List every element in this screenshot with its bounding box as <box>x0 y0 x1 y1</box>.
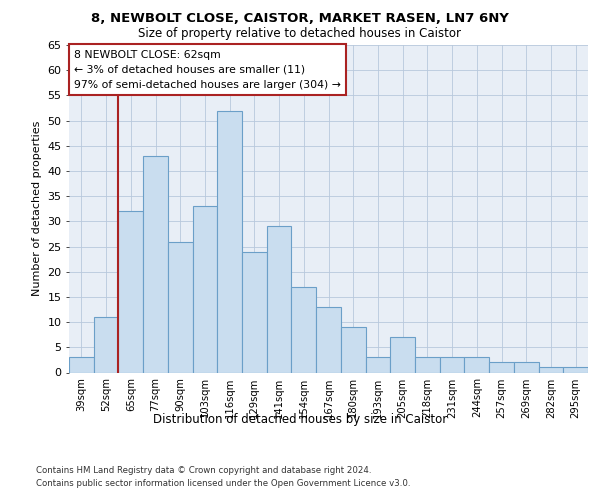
Bar <box>464 358 489 372</box>
Text: Contains HM Land Registry data © Crown copyright and database right 2024.: Contains HM Land Registry data © Crown c… <box>36 466 371 475</box>
Bar <box>563 368 588 372</box>
Bar <box>365 358 390 372</box>
Bar <box>143 156 168 372</box>
Bar <box>242 252 267 372</box>
Bar <box>94 317 118 372</box>
Bar <box>292 287 316 372</box>
Bar <box>193 206 217 372</box>
Bar <box>341 327 365 372</box>
Bar <box>539 368 563 372</box>
Bar <box>415 358 440 372</box>
Bar <box>316 307 341 372</box>
Bar <box>69 358 94 372</box>
Bar <box>267 226 292 372</box>
Bar <box>514 362 539 372</box>
Y-axis label: Number of detached properties: Number of detached properties <box>32 121 41 296</box>
Bar <box>168 242 193 372</box>
Bar <box>390 337 415 372</box>
Text: Contains public sector information licensed under the Open Government Licence v3: Contains public sector information licen… <box>36 479 410 488</box>
Text: 8 NEWBOLT CLOSE: 62sqm
← 3% of detached houses are smaller (11)
97% of semi-deta: 8 NEWBOLT CLOSE: 62sqm ← 3% of detached … <box>74 50 341 90</box>
Bar <box>440 358 464 372</box>
Text: 8, NEWBOLT CLOSE, CAISTOR, MARKET RASEN, LN7 6NY: 8, NEWBOLT CLOSE, CAISTOR, MARKET RASEN,… <box>91 12 509 26</box>
Bar <box>118 212 143 372</box>
Bar <box>489 362 514 372</box>
Bar <box>217 110 242 372</box>
Text: Size of property relative to detached houses in Caistor: Size of property relative to detached ho… <box>139 28 461 40</box>
Text: Distribution of detached houses by size in Caistor: Distribution of detached houses by size … <box>153 412 447 426</box>
